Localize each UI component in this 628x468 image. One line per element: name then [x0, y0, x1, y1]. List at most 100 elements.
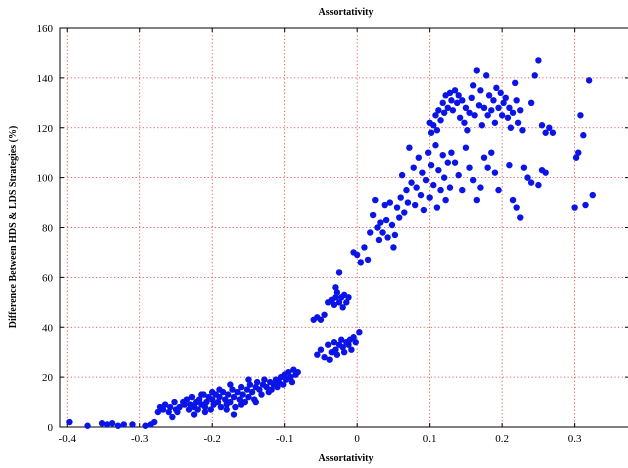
- data-point: [239, 391, 246, 398]
- data-point: [209, 396, 216, 403]
- data-point: [345, 341, 352, 348]
- x-axis-title: Assortativity: [319, 453, 374, 464]
- data-point: [466, 164, 473, 171]
- data-point: [446, 89, 454, 97]
- data-point: [415, 154, 422, 161]
- data-point: [507, 124, 515, 131]
- data-point: [520, 164, 528, 171]
- data-point: [174, 408, 181, 416]
- data-point: [332, 294, 339, 301]
- y-tick-label: 100: [37, 173, 54, 185]
- data-point: [381, 201, 388, 209]
- data-point: [190, 411, 198, 418]
- y-tick-label: 0: [48, 422, 54, 434]
- data-point: [444, 104, 451, 112]
- data-point: [183, 396, 191, 403]
- data-point: [490, 97, 497, 104]
- data-point: [549, 129, 557, 136]
- data-point: [513, 97, 520, 104]
- data-point: [427, 129, 435, 136]
- data-point: [571, 204, 578, 211]
- data-point: [462, 144, 470, 151]
- data-point: [324, 341, 332, 348]
- data-point: [330, 301, 338, 309]
- data-point: [480, 154, 488, 161]
- data-point: [252, 398, 259, 406]
- data-point: [448, 97, 455, 104]
- data-point: [495, 104, 502, 112]
- data-point: [332, 346, 339, 353]
- data-point: [491, 169, 499, 176]
- data-point: [364, 256, 372, 264]
- data-point: [230, 393, 238, 401]
- data-point: [471, 112, 478, 119]
- data-point: [161, 401, 169, 408]
- data-point: [348, 346, 355, 353]
- data-point: [287, 373, 294, 381]
- data-point: [542, 169, 549, 176]
- y-tick-label: 60: [42, 272, 54, 284]
- y-tick-label: 40: [42, 322, 54, 334]
- data-point: [258, 391, 265, 398]
- data-point: [495, 186, 502, 194]
- data-point: [166, 403, 174, 411]
- data-point: [129, 421, 136, 428]
- data-point: [538, 122, 546, 129]
- data-point: [333, 289, 341, 296]
- data-point: [500, 99, 507, 107]
- data-point: [426, 194, 433, 201]
- data-point: [230, 411, 238, 418]
- data-point: [263, 383, 270, 391]
- data-point: [243, 386, 251, 393]
- data-point: [449, 107, 457, 114]
- y-tick-label: 80: [42, 223, 54, 235]
- data-point: [444, 159, 451, 166]
- data-point: [477, 184, 484, 191]
- data-point: [572, 154, 580, 161]
- data-point: [404, 199, 412, 206]
- data-point: [439, 151, 446, 159]
- data-point: [393, 204, 401, 211]
- data-point: [456, 114, 464, 121]
- data-point: [340, 348, 348, 356]
- data-point: [367, 229, 374, 236]
- data-point: [195, 396, 203, 403]
- data-point: [484, 112, 491, 119]
- data-point: [493, 84, 500, 92]
- data-point: [509, 196, 517, 204]
- data-point: [216, 393, 223, 401]
- data-point: [455, 171, 462, 179]
- data-point: [181, 401, 188, 408]
- data-point: [437, 186, 444, 194]
- data-point: [321, 353, 328, 361]
- x-tick-label: 0: [354, 433, 360, 445]
- data-point: [435, 107, 442, 114]
- data-point: [390, 244, 397, 251]
- data-point: [403, 186, 410, 194]
- data-point: [268, 386, 275, 393]
- data-point: [417, 191, 425, 199]
- data-point: [384, 234, 391, 241]
- data-point: [227, 381, 234, 388]
- data-point: [432, 112, 439, 119]
- data-point: [535, 181, 542, 189]
- data-point: [224, 391, 232, 398]
- data-point: [589, 191, 596, 199]
- data-point: [464, 127, 471, 134]
- data-point: [419, 169, 426, 176]
- data-point: [103, 421, 111, 428]
- data-point: [332, 284, 339, 291]
- data-point: [468, 94, 475, 102]
- data-point: [488, 107, 495, 114]
- data-point: [420, 206, 428, 214]
- data-point: [120, 421, 127, 428]
- data-point: [345, 294, 352, 301]
- y-tick-label: 160: [37, 23, 54, 35]
- data-point: [248, 388, 256, 396]
- data-point: [339, 304, 346, 311]
- data-point: [478, 122, 486, 129]
- data-point: [425, 149, 432, 156]
- data-point: [375, 236, 383, 244]
- data-point: [361, 244, 368, 251]
